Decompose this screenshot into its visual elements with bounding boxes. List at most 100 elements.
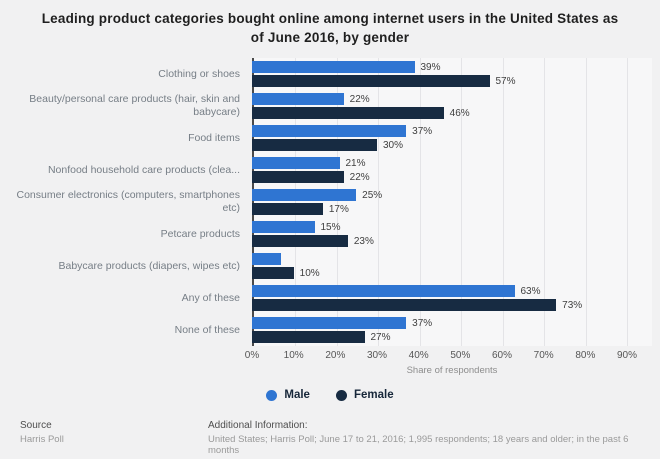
bar-male (252, 61, 415, 73)
gridline (502, 58, 504, 346)
value-label: 17% (328, 203, 349, 215)
bar-male (252, 253, 282, 265)
row-bars: 21% 22% (252, 154, 652, 186)
bar-female (252, 299, 557, 311)
legend-item-male: Male (266, 389, 310, 401)
bar-line: 21% (252, 157, 652, 169)
male-legend-dot-icon (266, 389, 278, 401)
bar-male (252, 285, 515, 297)
x-axis-label: Share of respondents (406, 365, 498, 376)
bar-line: 15% (252, 221, 652, 233)
legend-item-female: Female (335, 389, 394, 401)
value-label: 22% (349, 171, 370, 183)
row-bars: 25% 17% (252, 186, 652, 218)
row-bars: 39% 57% (252, 58, 652, 90)
category-label: Consumer electronics (computers, smartph… (16, 189, 240, 214)
chart-row: Food items 37% 30% (0, 122, 660, 154)
source-value: Harris Poll (20, 434, 64, 445)
plot-background (252, 58, 652, 346)
value-label: 73% (562, 299, 583, 311)
bar-male (252, 189, 357, 201)
additional-info-block: Additional Information: United States; H… (208, 420, 652, 456)
bar-male (252, 157, 340, 169)
source-block: Source Harris Poll (20, 420, 208, 445)
bar-male (252, 125, 407, 137)
female-legend-dot-icon (335, 389, 347, 401)
bar-line: 22% (252, 171, 652, 183)
bar-female (252, 331, 365, 343)
legend: Male Female (0, 389, 660, 401)
chart-row: Beauty/personal care products (hair, ski… (0, 90, 660, 122)
tick-label: 20% (325, 350, 346, 361)
gridline (295, 58, 297, 346)
value-label: 57% (495, 75, 516, 87)
row-bars: 63% 73% (252, 282, 652, 314)
value-label: 25% (362, 189, 383, 201)
value-label: 63% (520, 285, 541, 297)
category-label: Beauty/personal care products (hair, ski… (29, 93, 240, 118)
footer: Source Harris Poll Additional Informatio… (0, 420, 660, 459)
gridline (461, 58, 463, 346)
tick-label: 60% (491, 350, 513, 361)
tick-label: 30% (366, 350, 388, 361)
value-label: 10% (299, 267, 320, 279)
gridline (419, 58, 421, 346)
tick-label: 70% (533, 350, 554, 361)
value-label: 39% (420, 61, 441, 73)
value-label: 37% (412, 317, 433, 329)
value-label: 37% (412, 125, 433, 137)
legend-label-female: Female (353, 389, 394, 401)
gridline (627, 58, 629, 346)
value-label: 27% (370, 331, 391, 343)
bar-female (252, 107, 444, 119)
chart-row: Any of these 63% 73% (0, 282, 660, 314)
category-label: Any of these (181, 291, 240, 304)
x-axis-ticks: 0% 10% 20% 30% 40% 50% 60% 70% 80% 90% (245, 350, 652, 363)
chart-title: Leading product categories bought online… (41, 11, 619, 45)
bar-male (252, 221, 315, 233)
gridline (336, 58, 338, 346)
bar-line: 30% (252, 139, 652, 151)
bar-line: 10% (252, 267, 652, 279)
row-bars: 10% (252, 250, 652, 282)
bar-male (252, 317, 407, 329)
bar-line: 57% (252, 75, 652, 87)
bar-female (252, 171, 344, 183)
value-label: 22% (349, 93, 370, 105)
bar-line: 37% (252, 317, 652, 329)
tick-label: 90% (616, 350, 638, 361)
category-label: None of these (174, 323, 240, 336)
bar-line: 39% (252, 61, 652, 73)
source-label: Source (20, 420, 52, 431)
row-bars: 37% 30% (252, 122, 652, 154)
value-label: 23% (353, 235, 374, 247)
tick-label: 50% (450, 350, 471, 361)
bar-line: 46% (252, 107, 652, 119)
tick-label: 0% (244, 350, 260, 361)
chart-row: Nonfood household care products (clea...… (0, 154, 660, 186)
gridline (544, 58, 546, 346)
bar-female (252, 235, 348, 247)
bar-male (252, 93, 344, 105)
bar-female (252, 267, 294, 279)
row-bars: 15% 23% (252, 218, 652, 250)
value-label: 30% (383, 139, 404, 151)
bar-line: 63% (252, 285, 652, 297)
value-label: 21% (345, 157, 366, 169)
bar-female (252, 75, 490, 87)
bar-female (252, 139, 377, 151)
legend-label-male: Male (284, 389, 310, 401)
bar-line (252, 253, 652, 265)
category-label: Babycare products (diapers, wipes etc) (58, 259, 241, 272)
additional-info-value: United States; Harris Poll; June 17 to 2… (208, 434, 629, 456)
chart-row: Petcare products 15% 23% (0, 218, 660, 250)
additional-info-label: Additional Information: (208, 420, 308, 431)
bar-line: 25% (252, 189, 652, 201)
chart-rows: Clothing or shoes 39% 57% Beauty/personal c… (0, 58, 660, 346)
chart-row: Consumer electronics (computers, smartph… (0, 186, 660, 218)
category-label: Petcare products (160, 227, 240, 240)
bar-line: 23% (252, 235, 652, 247)
category-label: Clothing or shoes (158, 67, 240, 80)
category-label: Food items (188, 131, 240, 144)
